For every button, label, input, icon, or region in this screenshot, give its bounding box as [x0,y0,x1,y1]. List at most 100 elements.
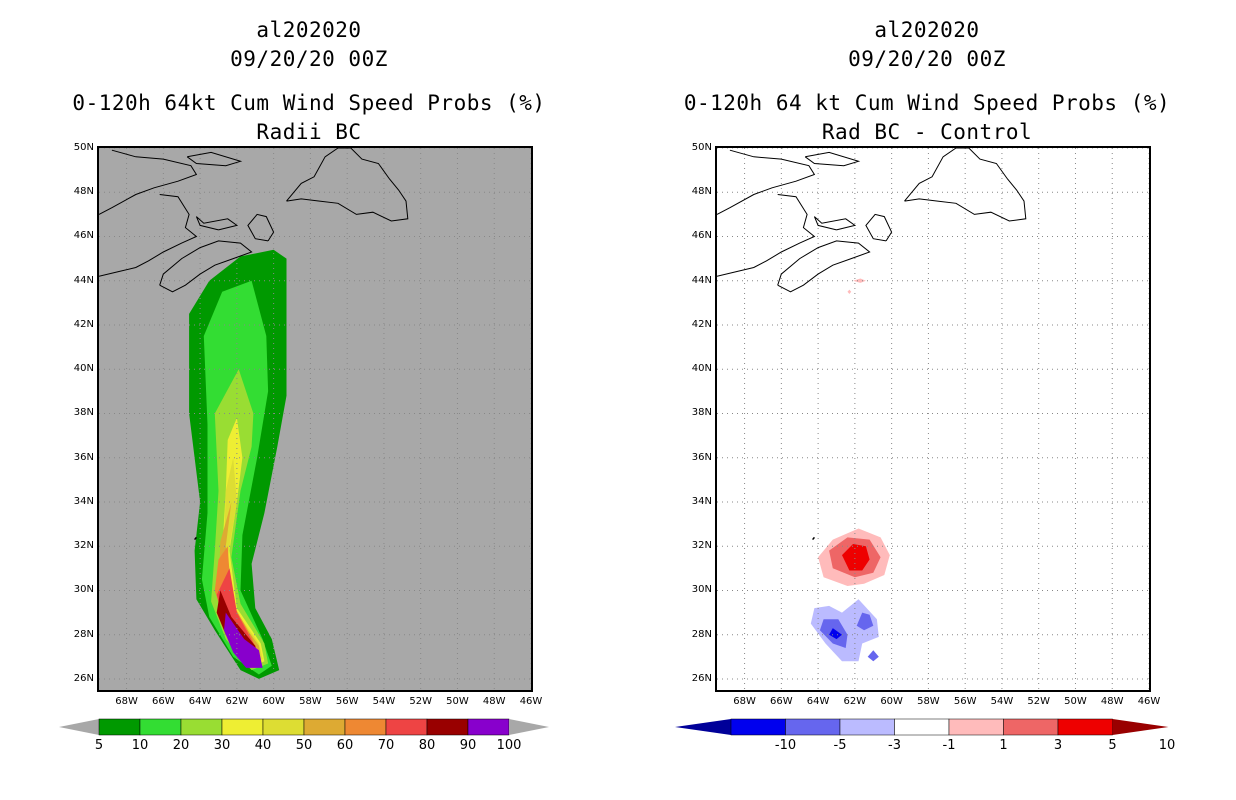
coastline-3 [247,213,275,242]
y-tick-32N: 32N [73,540,94,552]
colorbar-right-triangle [1112,719,1169,735]
x-tick-56W: 56W [953,696,977,707]
colorbar-label--1: -1 [942,738,956,753]
left-panel: al202020 09/20/20 00Z 0-120h 64kt Cum Wi… [59,18,549,753]
coastline-6 [186,151,243,167]
y-tick-30N: 30N [73,584,94,596]
y-tick-40N: 40N [691,363,712,375]
x-tick-68W: 68W [733,696,756,707]
contour-level-60-6 [214,546,259,662]
colorbar-right-triangle [509,719,549,735]
colorbar-swatch-2 [839,718,895,736]
x-tick-52W: 52W [409,696,432,707]
x-tick-66W: 66W [152,696,175,707]
colorbar-label-1: 1 [999,738,1008,753]
colorbar-swatch-3 [221,718,264,736]
y-tick-28N: 28N [691,628,712,640]
contour-level--3-7 [856,612,874,631]
x-tick-58W: 58W [299,696,322,707]
coastline-0 [717,149,816,215]
left-map-svg [99,148,531,690]
colorbar-label-90: 90 [459,738,477,753]
right-map-area [715,146,1151,692]
colorbar-swatch-0 [98,718,141,736]
y-tick-48N: 48N [691,186,712,198]
x-tick-60W: 60W [880,696,903,707]
coastline-0 [99,149,198,215]
colorbar-label-10: 10 [131,738,149,753]
colorbar-swatch-6 [344,718,387,736]
colorbar-label-10: 10 [1158,738,1176,753]
colorbar-label-3: 3 [1053,738,1063,753]
y-tick-40N: 40N [73,363,94,375]
y-tick-26N: 26N [691,672,712,684]
y-tick-42N: 42N [73,318,94,330]
right-chart-subtitle: Rad BC - Control [821,120,1033,144]
coastline-1 [99,194,198,277]
contour-level-1-4 [847,289,852,294]
y-tick-26N: 26N [73,672,94,684]
x-tick-50W: 50W [446,696,469,707]
x-tick-54W: 54W [990,696,1014,707]
left-chart-title: 0-120h 64kt Cum Wind Speed Probs (%) [72,91,546,115]
colorbar-label-5: 5 [94,738,104,753]
x-tick-60W: 60W [262,696,285,707]
colorbar-swatch-6 [1057,718,1113,736]
x-tick-66W: 66W [770,696,793,707]
left-chart-subtitle: Radii BC [256,120,362,144]
island-mark [812,536,816,541]
x-tick-46W: 46W [1137,696,1161,707]
colorbar-label-80: 80 [418,738,436,753]
colorbar-label-70: 70 [377,738,395,753]
left-storm-id: al202020 [256,18,362,42]
colorbar-swatch-4 [262,718,305,736]
y-tick-34N: 34N [73,495,94,507]
y-tick-44N: 44N [691,274,712,286]
coastline-5 [286,148,409,222]
colorbar-label-100: 100 [496,738,522,753]
contour-level--3-8 [867,650,879,662]
y-tick-46N: 46N [691,230,712,242]
right-map-svg [717,148,1149,690]
y-tick-28N: 28N [73,628,94,640]
contour-level--5-9 [829,628,842,640]
colorbar-swatch-8 [426,718,469,736]
colorbar-label-60: 60 [336,738,354,753]
colorbar-swatch-5 [303,718,346,736]
colorbar-swatch-0 [730,718,786,736]
right-chart-title: 0-120h 64 kt Cum Wind Speed Probs (%) [683,91,1171,115]
colorbar-label-30: 30 [213,738,231,753]
coastline-3 [865,213,893,242]
y-tick-42N: 42N [691,318,712,330]
colorbar-left-triangle [59,719,99,735]
x-tick-46W: 46W [519,696,543,707]
x-tick-56W: 56W [335,696,359,707]
right-colorbar [675,718,1169,736]
coastline-4 [813,216,857,231]
island-mark [194,536,198,541]
x-tick-64W: 64W [806,696,830,707]
colorbar-swatch-1 [785,718,841,736]
colorbar-label-5: 5 [1108,738,1117,753]
coastline-6 [804,151,861,167]
colorbar-label--10: -10 [774,738,797,753]
colorbar-swatch-4 [948,718,1004,736]
x-tick-68W: 68W [115,696,138,707]
coastline-2 [159,240,253,293]
colorbar-swatch-9 [467,718,510,736]
colorbar-label--5: -5 [833,738,847,753]
y-tick-48N: 48N [73,186,94,198]
y-tick-50N: 50N [691,142,712,153]
right-storm-id: al202020 [874,18,980,42]
x-tick-62W: 62W [843,696,867,707]
left-colorbar [59,718,549,736]
x-tick-54W: 54W [372,696,396,707]
coastline-1 [717,194,816,277]
x-tick-48W: 48W [1100,696,1124,707]
colorbar-swatch-2 [180,718,223,736]
colorbar-label-40: 40 [254,738,272,753]
colorbar-label-50: 50 [295,738,313,753]
x-tick-64W: 64W [188,696,212,707]
y-tick-32N: 32N [691,540,712,552]
y-tick-34N: 34N [691,495,712,507]
